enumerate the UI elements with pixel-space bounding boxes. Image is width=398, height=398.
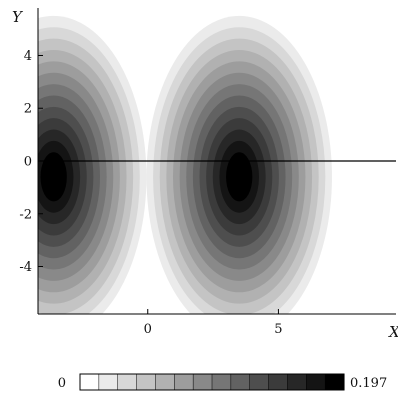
colorbar-cell [174, 373, 194, 391]
x-axis-title: X [388, 323, 398, 341]
colorbar-cell [98, 373, 119, 391]
colorbar-cell [136, 373, 156, 391]
colorbar-frame [79, 373, 345, 391]
colorbar-cell [306, 373, 326, 391]
contour-band [226, 152, 253, 202]
colorbar-cell [268, 373, 288, 391]
colorbar-cell [211, 373, 232, 391]
colorbar-cell [324, 373, 345, 391]
y-tick-label: -2 [19, 207, 32, 222]
y-tick-label: 4 [24, 49, 32, 64]
colorbar-cell [230, 373, 251, 391]
y-ticks: 4 2 0 -2 -4 [19, 49, 43, 275]
colorbar-min-label: 0 [58, 376, 66, 391]
colorbar-cell [117, 373, 138, 391]
colorbar-cell [287, 373, 307, 391]
axes: 05 420-2-4 X Y [12, 8, 398, 341]
x-tick-label: 0 [144, 322, 152, 337]
plot-area [38, 8, 396, 314]
colorbar-max-label: 0.197 [350, 376, 387, 391]
y-tick-label: -4 [19, 260, 32, 275]
contour-bands [38, 15, 332, 314]
y-axis-title: Y [12, 8, 24, 26]
y-tick-label: 2 [24, 102, 32, 117]
colorbar-cells [79, 373, 345, 391]
contour-band [40, 152, 67, 202]
colorbar-cell [155, 373, 175, 391]
colorbar: 0 0.197 [58, 373, 387, 391]
colorbar-cell [249, 373, 270, 391]
colorbar-cell [192, 373, 213, 391]
colorbar-cell [79, 373, 100, 391]
y-tick-label: 0 [24, 155, 32, 170]
x-tick-label: 5 [274, 322, 282, 337]
